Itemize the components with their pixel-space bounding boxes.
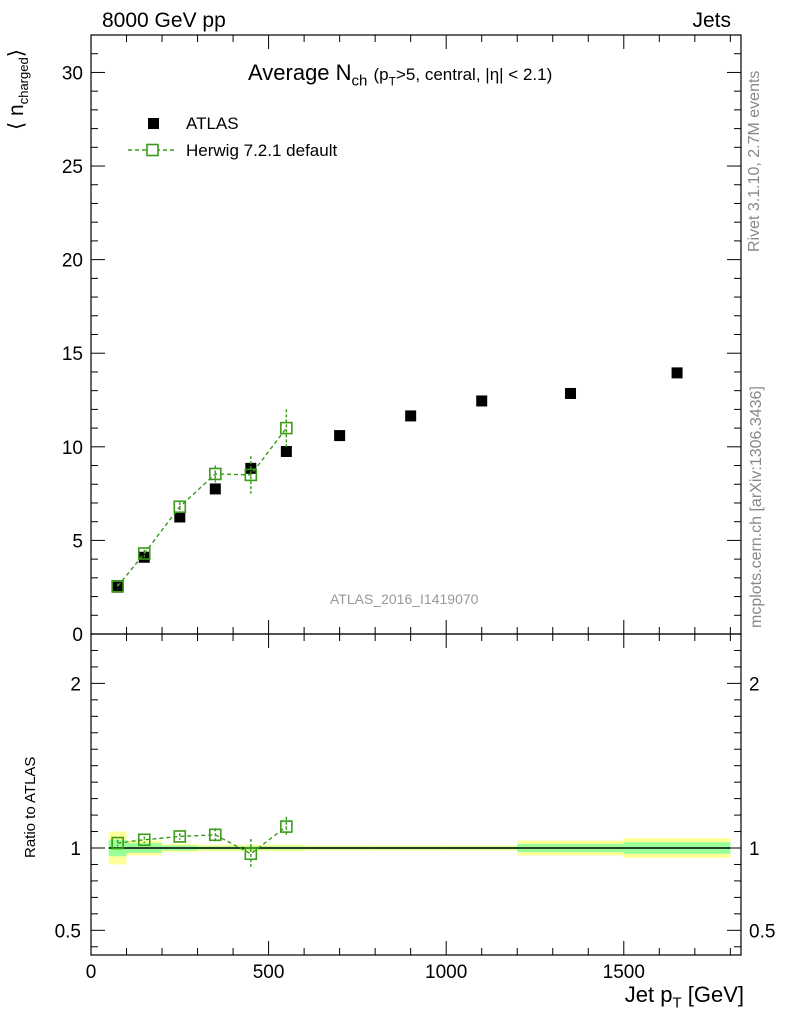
atlas-point <box>174 511 186 523</box>
herwig-ratio-point <box>173 830 187 843</box>
main-y-axis-label: ⟨ ncharged⟩ <box>5 49 32 130</box>
ratio-y-tick-label: 1 <box>70 839 81 860</box>
y-tick-label: 10 <box>62 438 83 459</box>
main-panel: 0 5 10 15 20 25 30 <box>62 34 742 646</box>
y-tick-label: 20 <box>62 251 83 272</box>
analysis-id: ATLAS_2016_I1419070 <box>330 591 479 607</box>
y-tick-label: 15 <box>62 344 83 365</box>
x-axis-label: Jet pT [GeV] <box>624 982 744 1012</box>
header-left-label: 8000 GeV pp <box>102 9 226 32</box>
herwig-ratio-point <box>280 820 293 833</box>
herwig-ratio-point <box>244 847 258 861</box>
ratio-y-tick-label-right: 2 <box>749 674 760 695</box>
ratio-y-tick-label-right: 1 <box>749 839 760 860</box>
ratio-frame <box>90 633 742 956</box>
herwig-point <box>209 467 222 481</box>
plot-title: Average Nch (pT>5, central, |η| < 2.1) <box>248 60 553 90</box>
y-tick-label: 30 <box>62 63 83 84</box>
ratio-y-axis-label: Ratio to ATLAS <box>22 756 39 858</box>
x-tick-label: 1000 <box>425 962 467 983</box>
ratio-y-tick-label: 0.5 <box>55 921 81 942</box>
y-tick-label: 25 <box>62 157 83 178</box>
atlas-point <box>405 410 417 422</box>
atlas-point <box>209 483 221 495</box>
legend-marker-herwig <box>146 143 159 157</box>
ratio-y-tick-label: 2 <box>70 674 81 695</box>
atlas-point <box>476 395 488 407</box>
herwig-ratio-line <box>117 826 287 855</box>
herwig-point <box>280 421 293 435</box>
y-tick-label: 5 <box>72 531 83 552</box>
atlas-point <box>280 445 292 457</box>
legend-label-atlas: ATLAS <box>186 114 239 133</box>
legend-label-herwig: Herwig 7.2.1 default <box>186 141 338 160</box>
x-tick-label: 500 <box>253 962 285 983</box>
herwig-ratio-point <box>137 833 151 847</box>
atlas-point <box>334 430 346 442</box>
legend-marker-atlas <box>148 118 159 129</box>
x-tick-label: 0 <box>86 962 97 983</box>
herwig-point <box>244 468 258 482</box>
mcplots-label: mcplots.cern.ch [arXiv:1306.3436] <box>748 386 765 628</box>
herwig-ratio-point <box>209 828 222 842</box>
herwig-point <box>173 500 187 514</box>
atlas-point <box>565 387 577 399</box>
x-tick-label: 1500 <box>603 962 645 983</box>
y-tick-label: 0 <box>72 625 83 646</box>
atlas-point <box>112 581 124 593</box>
rivet-label: Rivet 3.1.10, 2.7M events <box>746 70 763 252</box>
header-right-label: Jets <box>692 9 731 32</box>
herwig-ratio-point <box>111 836 124 850</box>
ratio-y-tick-label-right: 0.5 <box>749 921 775 942</box>
herwig-point <box>137 547 151 560</box>
ratio-panel: 0 500 1000 1500 0.5 0.5 1 1 2 2 <box>55 633 775 983</box>
herwig-point <box>111 579 124 593</box>
atlas-point <box>671 367 683 379</box>
